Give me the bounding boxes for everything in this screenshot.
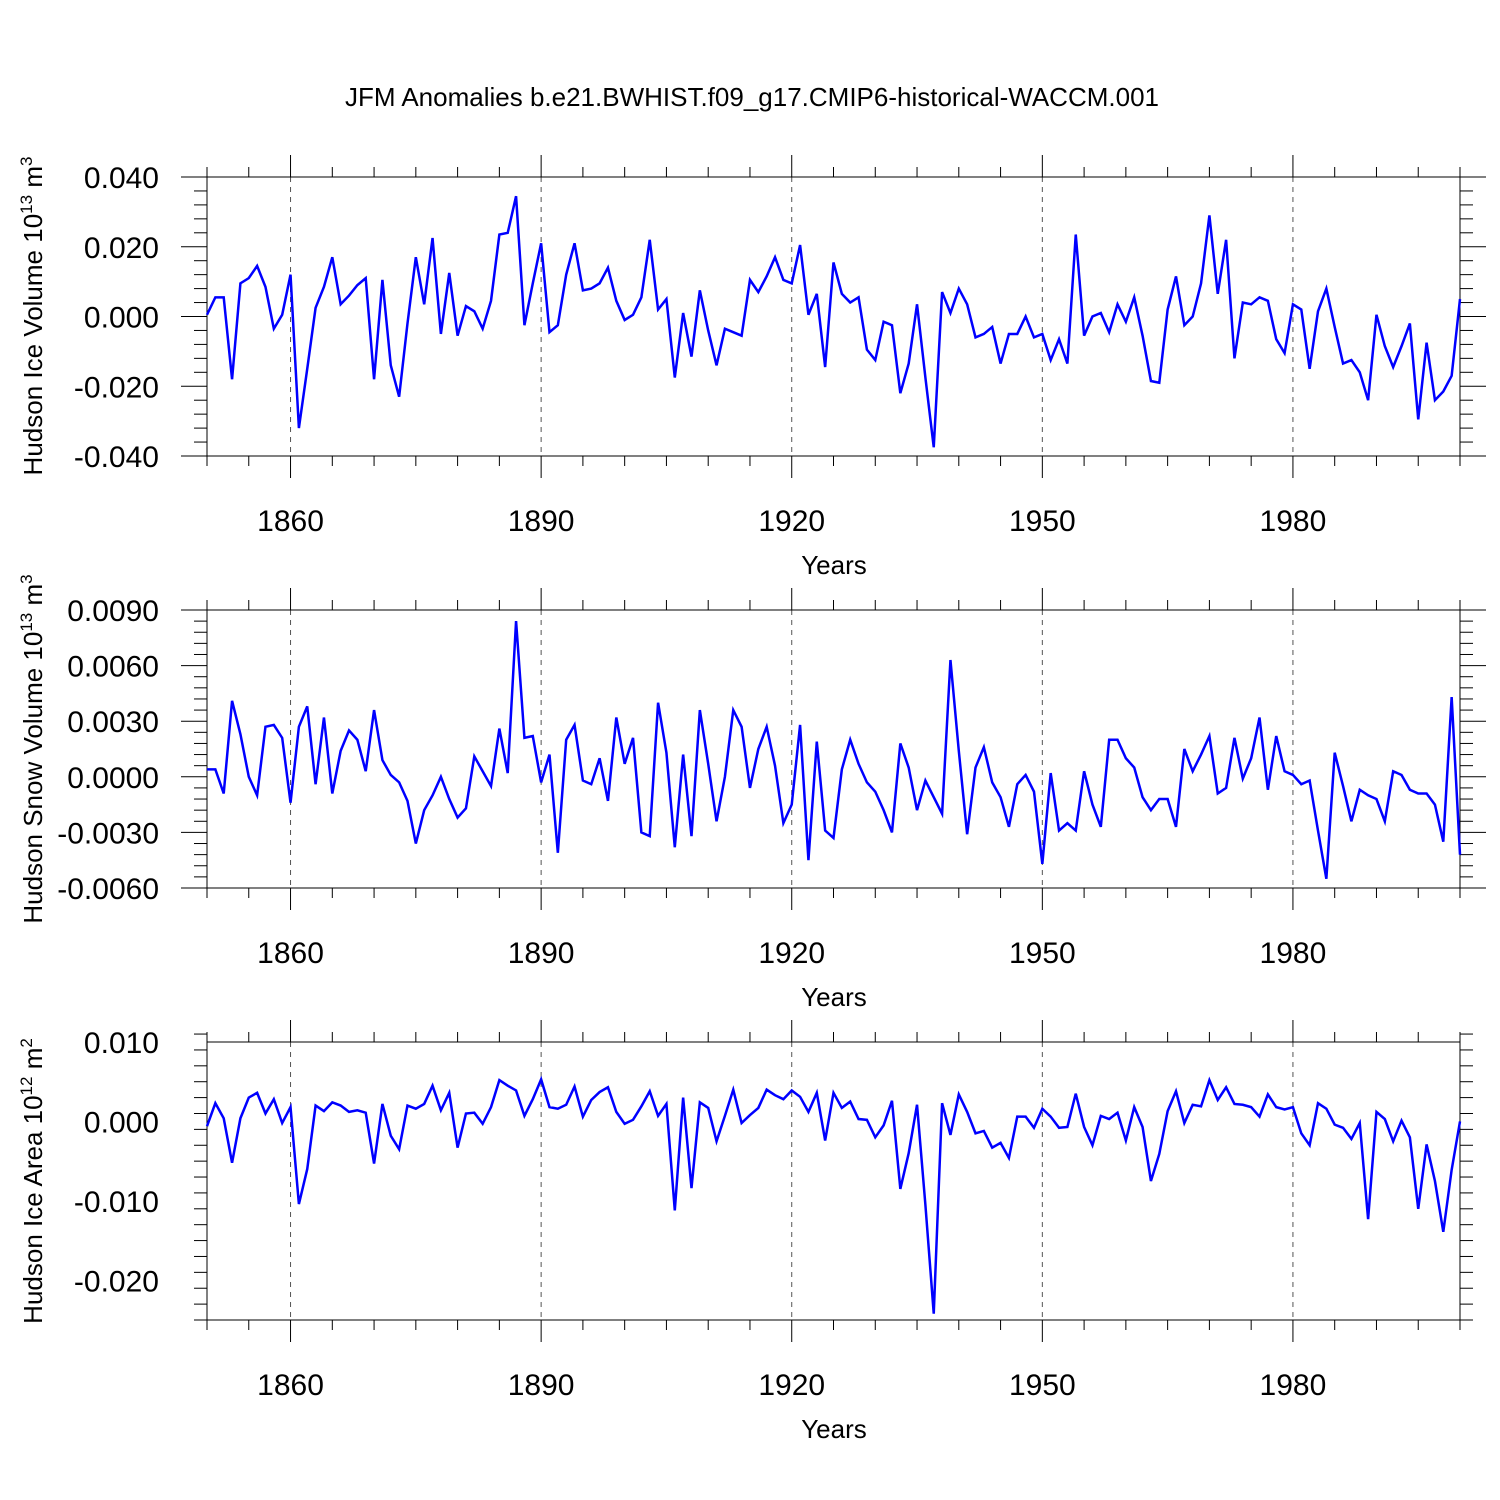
y-tick-label--0.020: -0.020 xyxy=(74,1265,159,1298)
x-tick-label-1890: 1890 xyxy=(508,937,575,970)
y-tick-label-0.0000: 0.0000 xyxy=(67,762,159,795)
y-tick-label-0.0060: 0.0060 xyxy=(67,651,159,684)
series-line-snow-volume xyxy=(207,621,1462,879)
x-tick-label-1980: 1980 xyxy=(1260,937,1327,970)
ylabel-ice-area: Hudson Ice Area 1012 m2 xyxy=(17,1038,48,1324)
x-tick-label-1860: 1860 xyxy=(257,937,324,970)
y-tick-label-0.0030: 0.0030 xyxy=(67,706,159,739)
y-tick-label-0.000: 0.000 xyxy=(84,302,159,335)
ylabel-snow-volume: Hudson Snow Volume 1013 m3 xyxy=(17,574,48,923)
series-line-ice-area xyxy=(205,1075,1462,1314)
panel-ice-area: Hudson Ice Area 1012 m2 Years 1860 1890 19… xyxy=(17,1020,1473,1444)
y-tick-label-0.000: 0.000 xyxy=(84,1106,159,1139)
y-tick-label--0.0030: -0.0030 xyxy=(57,817,159,850)
figure-title: JFM Anomalies b.e21.BWHIST.f09_g17.CMIP6… xyxy=(345,82,1159,112)
xlabel-ice-area: Years xyxy=(801,1414,867,1444)
x-tick-label-1950: 1950 xyxy=(1009,937,1076,970)
panel-snow-volume: Hudson Snow Volume 1013 m3 Years 1860 189… xyxy=(17,574,1486,1012)
x-tick-label-1980: 1980 xyxy=(1260,1369,1327,1402)
y-tick-label-0.010: 0.010 xyxy=(84,1027,159,1060)
y-tick-label--0.040: -0.040 xyxy=(74,441,159,474)
x-tick-label-1920: 1920 xyxy=(758,1369,825,1402)
x-tick-label-1950: 1950 xyxy=(1009,1369,1076,1402)
xlabel-ice-volume: Years xyxy=(801,550,867,580)
xlabel-snow-volume: Years xyxy=(801,982,867,1012)
ylabel-ice-volume: Hudson Ice Volume 1013 m3 xyxy=(17,157,48,476)
y-tick-label--0.010: -0.010 xyxy=(74,1186,159,1219)
plot-frame-snow-volume xyxy=(206,609,1461,889)
series-line-ice-volume xyxy=(205,195,1462,448)
plot-frame-ice-area xyxy=(206,1041,1461,1321)
x-tick-label-1980: 1980 xyxy=(1260,505,1327,538)
x-tick-label-1920: 1920 xyxy=(758,937,825,970)
y-tick-label--0.0060: -0.0060 xyxy=(57,873,159,906)
y-tick-label-0.0090: 0.0090 xyxy=(67,595,159,628)
x-tick-label-1890: 1890 xyxy=(508,1369,575,1402)
x-tick-label-1920: 1920 xyxy=(758,505,825,538)
x-tick-label-1860: 1860 xyxy=(257,505,324,538)
x-tick-label-1860: 1860 xyxy=(257,1369,324,1402)
y-tick-label-0.020: 0.020 xyxy=(84,232,159,265)
y-tick-label-0.040: 0.040 xyxy=(84,162,159,195)
y-tick-label--0.020: -0.020 xyxy=(74,371,159,404)
x-tick-label-1890: 1890 xyxy=(508,505,575,538)
x-tick-label-1950: 1950 xyxy=(1009,505,1076,538)
panel-ice-volume: Hudson Ice Volume 1013 m3 Years 1860 1890… xyxy=(17,155,1486,580)
